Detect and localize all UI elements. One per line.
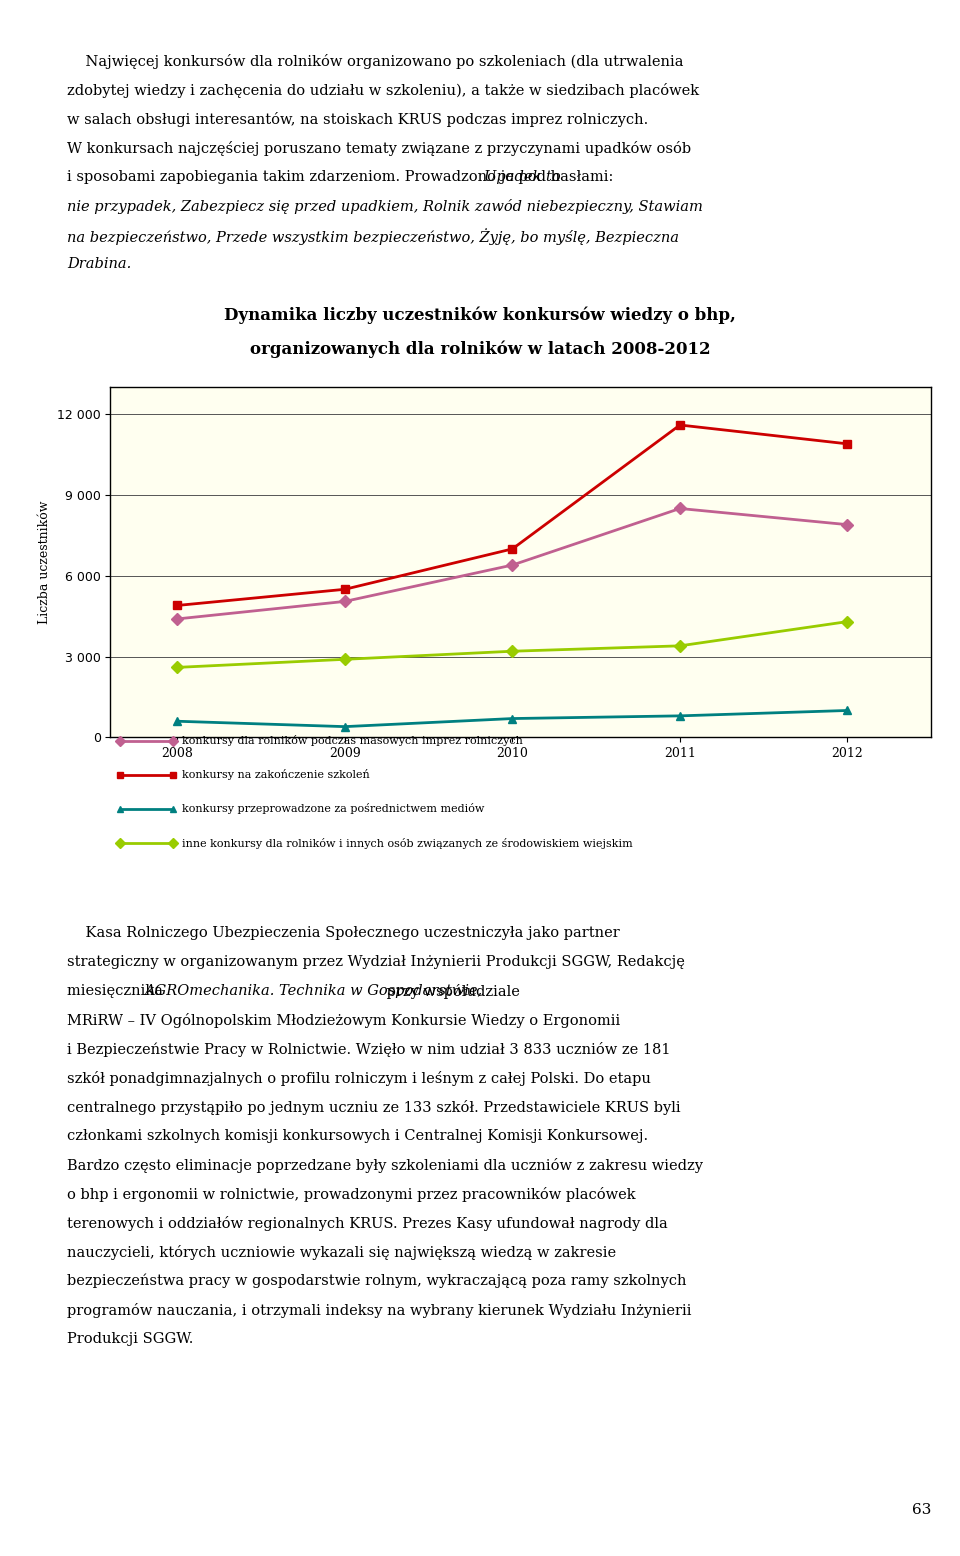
Text: W konkursach najczęściej poruszano tematy związane z przyczynami upadków osób: W konkursach najczęściej poruszano temat… [67, 142, 691, 157]
Text: strategiczny w organizowanym przez Wydział Inżynierii Produkcji SGGW, Redakcję: strategiczny w organizowanym przez Wydzi… [67, 955, 685, 969]
Text: nie przypadek, Zabezpiecz się przed upadkiem, Rolnik zawód niebezpieczny, Stawia: nie przypadek, Zabezpiecz się przed upad… [67, 199, 703, 215]
Text: Najwięcej konkursów dla rolników organizowano po szkoleniach (dla utrwalenia: Najwięcej konkursów dla rolników organiz… [67, 54, 684, 70]
Text: Produkcji SGGW.: Produkcji SGGW. [67, 1332, 194, 1346]
Text: Kasa Rolniczego Ubezpieczenia Społecznego uczestniczyła jako partner: Kasa Rolniczego Ubezpieczenia Społeczneg… [67, 926, 620, 940]
Text: bezpieczeństwa pracy w gospodarstwie rolnym, wykraczającą poza ramy szkolnych: bezpieczeństwa pracy w gospodarstwie rol… [67, 1273, 686, 1288]
Text: centralnego przystąpiło po jednym uczniu ze 133 szkół. Przedstawiciele KRUS byli: centralnego przystąpiło po jednym uczniu… [67, 1100, 681, 1114]
Text: zdobytej wiedzy i zachęcenia do udziału w szkoleniu), a także w siedzibach placó: zdobytej wiedzy i zachęcenia do udziału … [67, 84, 699, 98]
Text: konkursy przeprowadzone za pośrednictwem mediów: konkursy przeprowadzone za pośrednictwem… [182, 803, 485, 814]
Text: 63: 63 [912, 1503, 931, 1517]
Text: Drabina.: Drabina. [67, 257, 132, 271]
Y-axis label: Liczba uczestników: Liczba uczestników [38, 501, 52, 624]
Text: Upadek to: Upadek to [484, 171, 560, 185]
Text: członkami szkolnych komisji konkursowych i Centralnej Komisji Konkursowej.: członkami szkolnych komisji konkursowych… [67, 1128, 648, 1142]
Text: na bezpieczeństwo, Przede wszystkim bezpieczeństwo, Żyję, bo myślę, Bezpieczna: na bezpieczeństwo, Przede wszystkim bezp… [67, 229, 680, 246]
Text: przy współudziale: przy współudziale [382, 983, 520, 999]
Text: terenowych i oddziałów regionalnych KRUS. Prezes Kasy ufundował nagrody dla: terenowych i oddziałów regionalnych KRUS… [67, 1215, 668, 1231]
Text: Bardzo często eliminacje poprzedzane były szkoleniami dla uczniów z zakresu wied: Bardzo często eliminacje poprzedzane był… [67, 1158, 703, 1173]
Text: AGROmechanika. Technika w Gospodarstwie,: AGROmechanika. Technika w Gospodarstwie, [145, 983, 483, 997]
Text: o bhp i ergonomii w rolnictwie, prowadzonymi przez pracowników placówek: o bhp i ergonomii w rolnictwie, prowadzo… [67, 1187, 636, 1201]
Text: i sposobami zapobiegania takim zdarzeniom. Prowadzono je pod hasłami:: i sposobami zapobiegania takim zdarzenio… [67, 171, 618, 185]
Text: konkursy dla rolników podczas masowych imprez rolniczych: konkursy dla rolników podczas masowych i… [182, 734, 523, 745]
Text: i Bezpieczeństwie Pracy w Rolnictwie. Wzięło w nim udział 3 833 uczniów ze 181: i Bezpieczeństwie Pracy w Rolnictwie. Wz… [67, 1041, 671, 1057]
Text: programów nauczania, i otrzymali indeksy na wybrany kierunek Wydziału Inżynierii: programów nauczania, i otrzymali indeksy… [67, 1302, 692, 1318]
Text: inne konkursy dla rolników i innych osób związanych ze środowiskiem wiejskim: inne konkursy dla rolników i innych osób… [182, 837, 634, 848]
Text: szkół ponadgimnazjalnych o profilu rolniczym i leśnym z całej Polski. Do etapu: szkół ponadgimnazjalnych o profilu rolni… [67, 1071, 651, 1086]
Text: nauczycieli, których uczniowie wykazali się największą wiedzą w zakresie: nauczycieli, których uczniowie wykazali … [67, 1245, 616, 1259]
Text: MRiRW – IV Ogólnopolskim Młodzieżowym Konkursie Wiedzy o Ergonomii: MRiRW – IV Ogólnopolskim Młodzieżowym Ko… [67, 1013, 620, 1027]
Text: Dynamika liczby uczestników konkursów wiedzy o bhp,: Dynamika liczby uczestników konkursów wi… [224, 307, 736, 324]
Text: w salach obsługi interesantów, na stoiskach KRUS podczas imprez rolniczych.: w salach obsługi interesantów, na stoisk… [67, 112, 648, 128]
Text: miesięcznika: miesięcznika [67, 983, 168, 997]
Text: konkursy na zakończenie szkoleń: konkursy na zakończenie szkoleń [182, 769, 371, 780]
Text: organizowanych dla rolników w latach 2008-2012: organizowanych dla rolników w latach 200… [250, 341, 710, 358]
